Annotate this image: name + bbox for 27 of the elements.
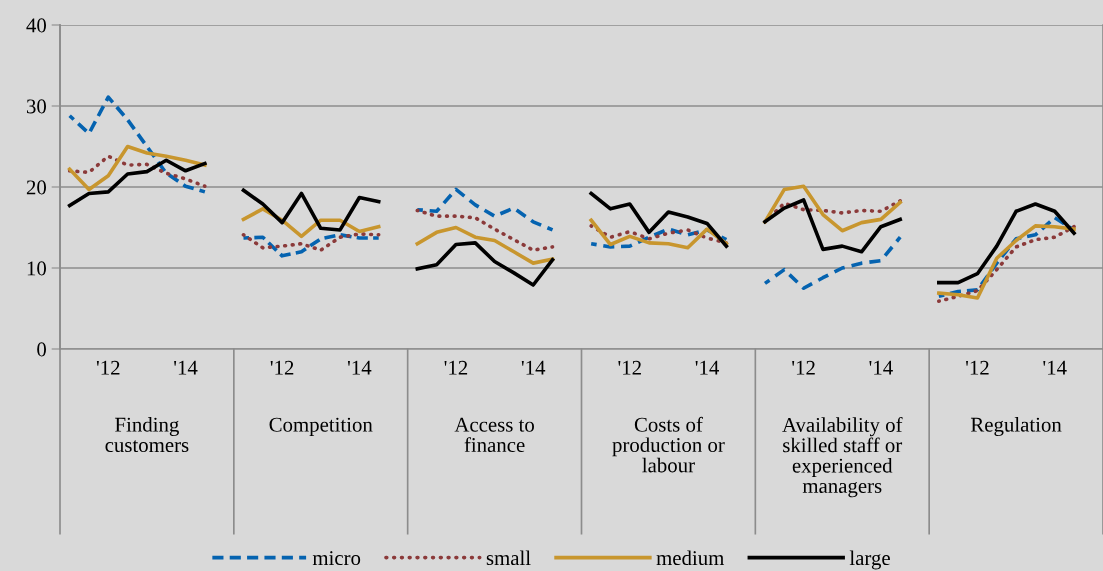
y-tick-label: 40 <box>26 18 47 33</box>
legend-label: large <box>849 550 890 570</box>
x-tick-label: '12 <box>618 360 641 375</box>
legend-label: small <box>486 550 531 566</box>
x-tick-label: '12 <box>444 360 468 375</box>
y-tick-label: 10 <box>27 261 47 276</box>
x-tick-label: '14 <box>347 360 372 375</box>
x-tick-label: '14 <box>695 360 720 375</box>
text: Competition <box>269 417 373 436</box>
text: Finding customers <box>105 417 189 453</box>
x-tick-label: '12 <box>96 360 120 375</box>
text: Regulation <box>970 417 1062 436</box>
x-tick-label: '12 <box>792 360 815 375</box>
text: Costs of production or labour <box>612 416 725 473</box>
x-tick-label: '14 <box>174 360 198 375</box>
x-tick-label: '14 <box>521 360 546 375</box>
text: Access to finance <box>454 417 534 453</box>
y-tick-label: 30 <box>26 99 47 114</box>
x-tick-label: '14 <box>1043 360 1067 375</box>
legend-label: medium <box>656 550 725 566</box>
y-tick-label: 0 <box>37 342 47 357</box>
y-tick-label: 20 <box>26 180 47 195</box>
x-tick-label: '12 <box>966 360 989 375</box>
x-tick-label: '14 <box>869 360 893 375</box>
text: Availability of skilled staff or experienced managers <box>782 417 903 498</box>
x-tick-label: '12 <box>270 360 294 375</box>
legend-label: micro <box>312 551 361 566</box>
